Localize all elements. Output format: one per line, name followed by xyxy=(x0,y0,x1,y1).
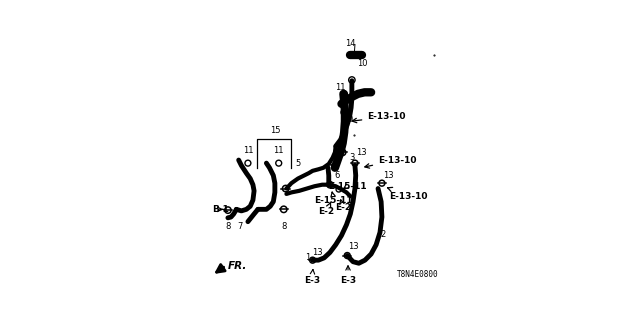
Text: 11: 11 xyxy=(273,147,284,156)
Text: 7: 7 xyxy=(237,222,243,231)
Text: 11: 11 xyxy=(335,83,346,92)
Text: 8: 8 xyxy=(281,222,287,231)
Text: 8: 8 xyxy=(332,154,338,163)
Text: E-15-11: E-15-11 xyxy=(314,192,353,204)
Text: 1: 1 xyxy=(305,253,310,262)
Text: 13: 13 xyxy=(348,242,358,251)
Text: 8: 8 xyxy=(225,222,230,231)
Text: E-13-10: E-13-10 xyxy=(365,156,417,168)
Text: 9: 9 xyxy=(348,115,353,124)
Text: 6: 6 xyxy=(335,171,340,180)
Text: 11: 11 xyxy=(243,147,253,156)
Text: E-2: E-2 xyxy=(318,202,335,216)
Text: 5: 5 xyxy=(295,159,301,168)
Text: E-15-11: E-15-11 xyxy=(328,182,367,191)
Text: FR.: FR. xyxy=(228,261,247,271)
Text: 3: 3 xyxy=(349,153,354,162)
Text: E-2: E-2 xyxy=(335,200,351,212)
Text: 2: 2 xyxy=(380,230,385,239)
Text: 13: 13 xyxy=(383,171,394,180)
Text: 13: 13 xyxy=(356,148,366,157)
Text: 14: 14 xyxy=(345,39,356,48)
Text: E-3: E-3 xyxy=(304,269,320,284)
Text: 15: 15 xyxy=(269,126,280,135)
Text: E-13-10: E-13-10 xyxy=(388,188,428,201)
Text: E-3: E-3 xyxy=(340,266,356,284)
Text: T8N4E0800: T8N4E0800 xyxy=(397,270,439,279)
Text: 10: 10 xyxy=(356,59,367,68)
Text: E-13-10: E-13-10 xyxy=(352,112,406,123)
Text: B-1: B-1 xyxy=(212,205,228,214)
Text: 13: 13 xyxy=(312,248,323,257)
